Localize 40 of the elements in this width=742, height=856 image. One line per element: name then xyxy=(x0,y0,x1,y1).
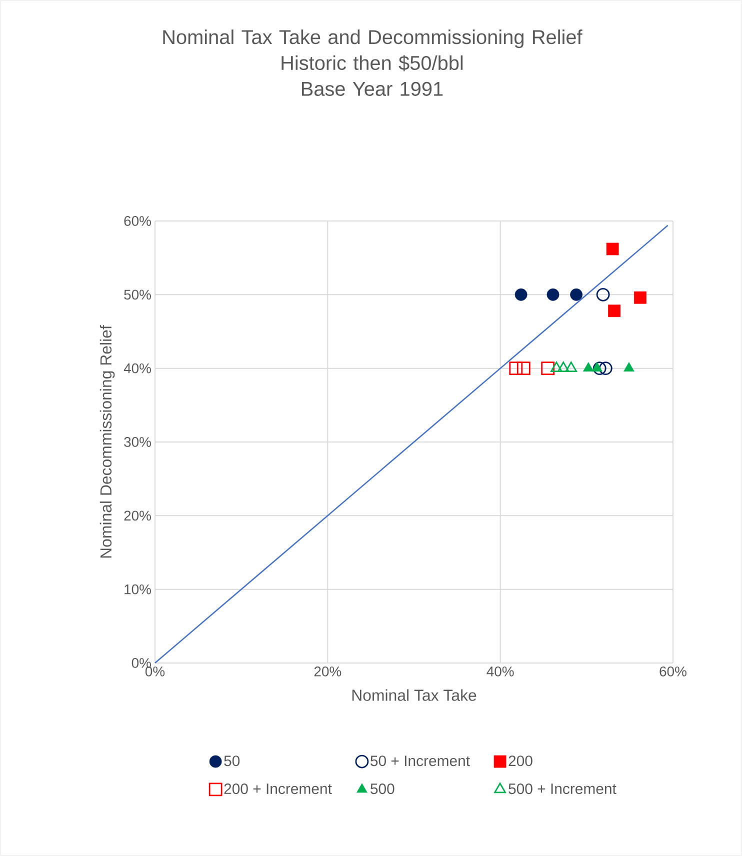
point xyxy=(596,288,610,302)
x-tick-label: 40% xyxy=(486,666,514,676)
point xyxy=(557,362,570,372)
y-axis-title: Nominal Decommissioning Relief xyxy=(100,325,115,558)
legend-label: 50 xyxy=(224,756,240,766)
y-tick-label: 60% xyxy=(124,216,151,226)
point xyxy=(509,362,523,376)
point xyxy=(541,362,555,376)
point xyxy=(592,362,606,376)
y-tick-label: 0% xyxy=(132,658,151,668)
point xyxy=(624,362,634,372)
x-tick-label: 0% xyxy=(145,666,165,676)
x-tick-label: 20% xyxy=(314,666,342,676)
point xyxy=(592,362,602,372)
chart-title: Nominal Tax Take and Decommissioning Relief xyxy=(163,30,582,48)
point xyxy=(606,242,619,256)
point xyxy=(516,362,530,376)
x-tick-label: 60% xyxy=(660,666,686,676)
point xyxy=(582,362,594,372)
point xyxy=(565,362,578,372)
y-tick-label: 50% xyxy=(124,290,151,300)
x-axis-title: Nominal Tax Take xyxy=(352,689,476,701)
y-tick-label: 10% xyxy=(124,584,151,594)
point xyxy=(550,362,562,372)
point xyxy=(598,362,612,376)
point xyxy=(546,288,560,301)
point xyxy=(570,288,583,301)
legend-label: 50 + Increment xyxy=(370,756,470,766)
point xyxy=(514,288,528,301)
y-tick-label: 40% xyxy=(124,363,151,374)
point xyxy=(608,304,620,318)
legend-label: 200 xyxy=(508,756,532,766)
y-tick-label: 20% xyxy=(124,510,151,521)
point xyxy=(634,291,646,304)
legend-label: 500 + Increment xyxy=(508,783,616,794)
legend-label: 200 + Increment xyxy=(224,783,332,794)
chart-subtitle: Historic then $50/bbl xyxy=(282,55,463,72)
y-tick-label: 30% xyxy=(124,437,151,447)
legend-label: 500 xyxy=(370,783,394,794)
text: Base Year 1991 xyxy=(302,82,443,96)
